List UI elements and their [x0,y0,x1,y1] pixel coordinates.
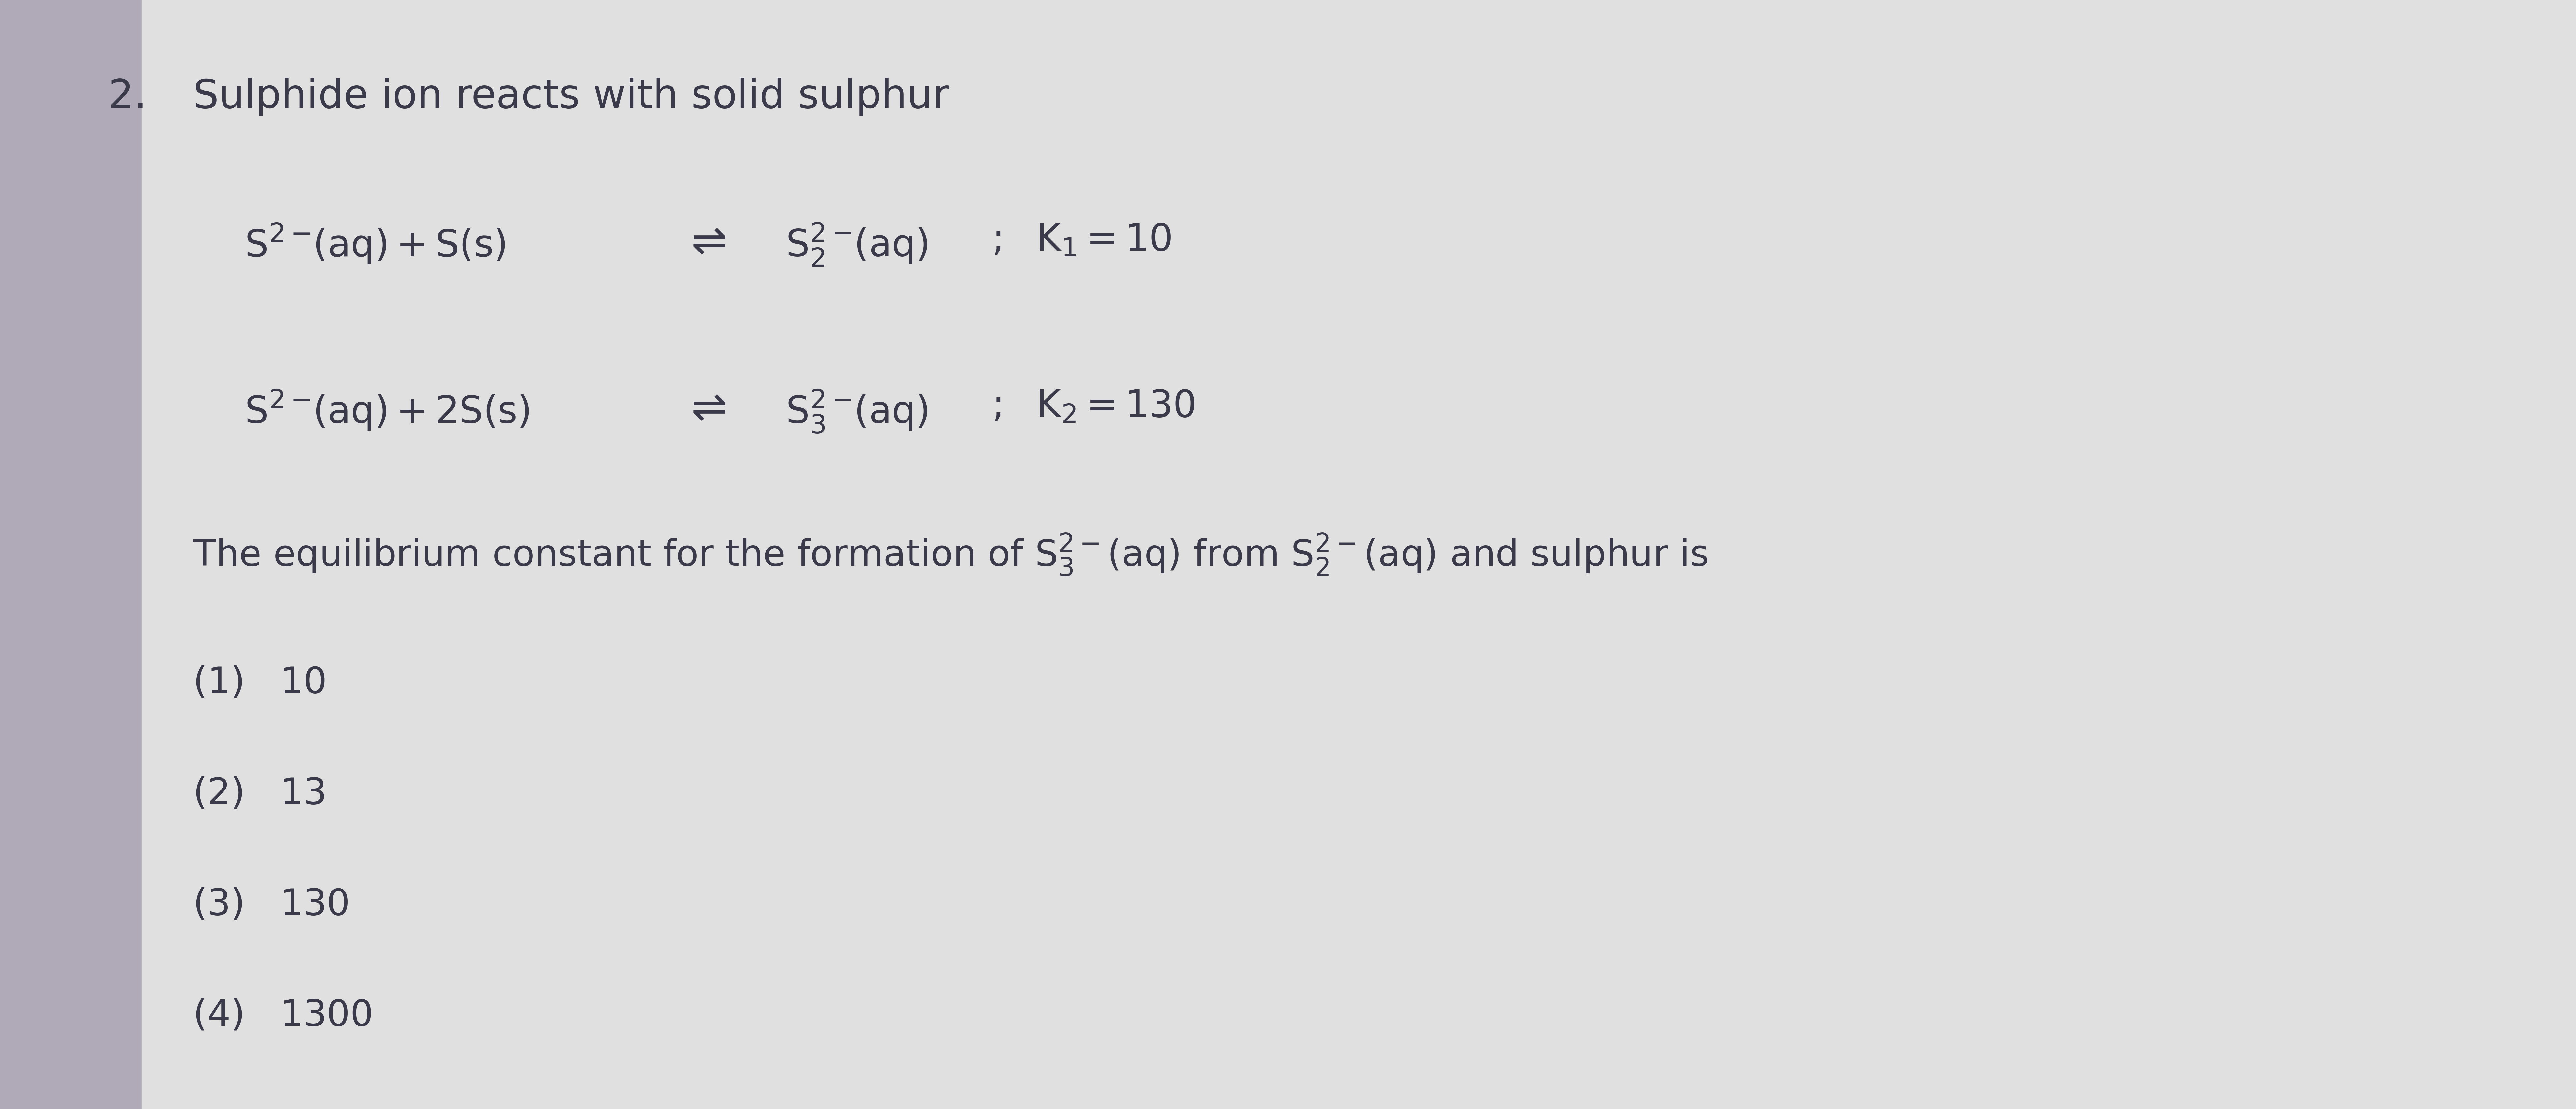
Text: $\rightleftharpoons$: $\rightleftharpoons$ [683,222,726,264]
Text: (1)   10: (1) 10 [193,665,327,701]
Text: (4)   1300: (4) 1300 [193,998,374,1034]
Text: $\mathrm{S}_{2}^{2-}\!\mathrm{(aq)}$: $\mathrm{S}_{2}^{2-}\!\mathrm{(aq)}$ [786,222,927,267]
Text: $\mathrm{S}_{3}^{2-}\!\mathrm{(aq)}$: $\mathrm{S}_{3}^{2-}\!\mathrm{(aq)}$ [786,388,927,435]
Text: $;\ \ \mathrm{K}_{2} = 130$: $;\ \ \mathrm{K}_{2} = 130$ [992,388,1195,425]
Text: Sulphide ion reacts with solid sulphur: Sulphide ion reacts with solid sulphur [193,78,948,116]
Text: The equilibrium constant for the formation of $\mathrm{S}_{3}^{2-}$(aq) from $\m: The equilibrium constant for the formati… [193,532,1708,578]
Text: $\mathrm{S}^{2-}\!\mathrm{(aq) + 2S(s)}$: $\mathrm{S}^{2-}\!\mathrm{(aq) + 2S(s)}$ [245,388,531,431]
Text: (2)   13: (2) 13 [193,776,327,812]
Text: $\rightleftharpoons$: $\rightleftharpoons$ [683,388,726,430]
Text: $;\ \ \mathrm{K}_{1} = 10$: $;\ \ \mathrm{K}_{1} = 10$ [992,222,1172,258]
Text: 2.: 2. [108,78,147,116]
Bar [0,0,142,1109]
Text: $\mathrm{S}^{2-}\!\mathrm{(aq) + S(s)}$: $\mathrm{S}^{2-}\!\mathrm{(aq) + S(s)}$ [245,222,505,265]
Text: (3)   130: (3) 130 [193,887,350,923]
